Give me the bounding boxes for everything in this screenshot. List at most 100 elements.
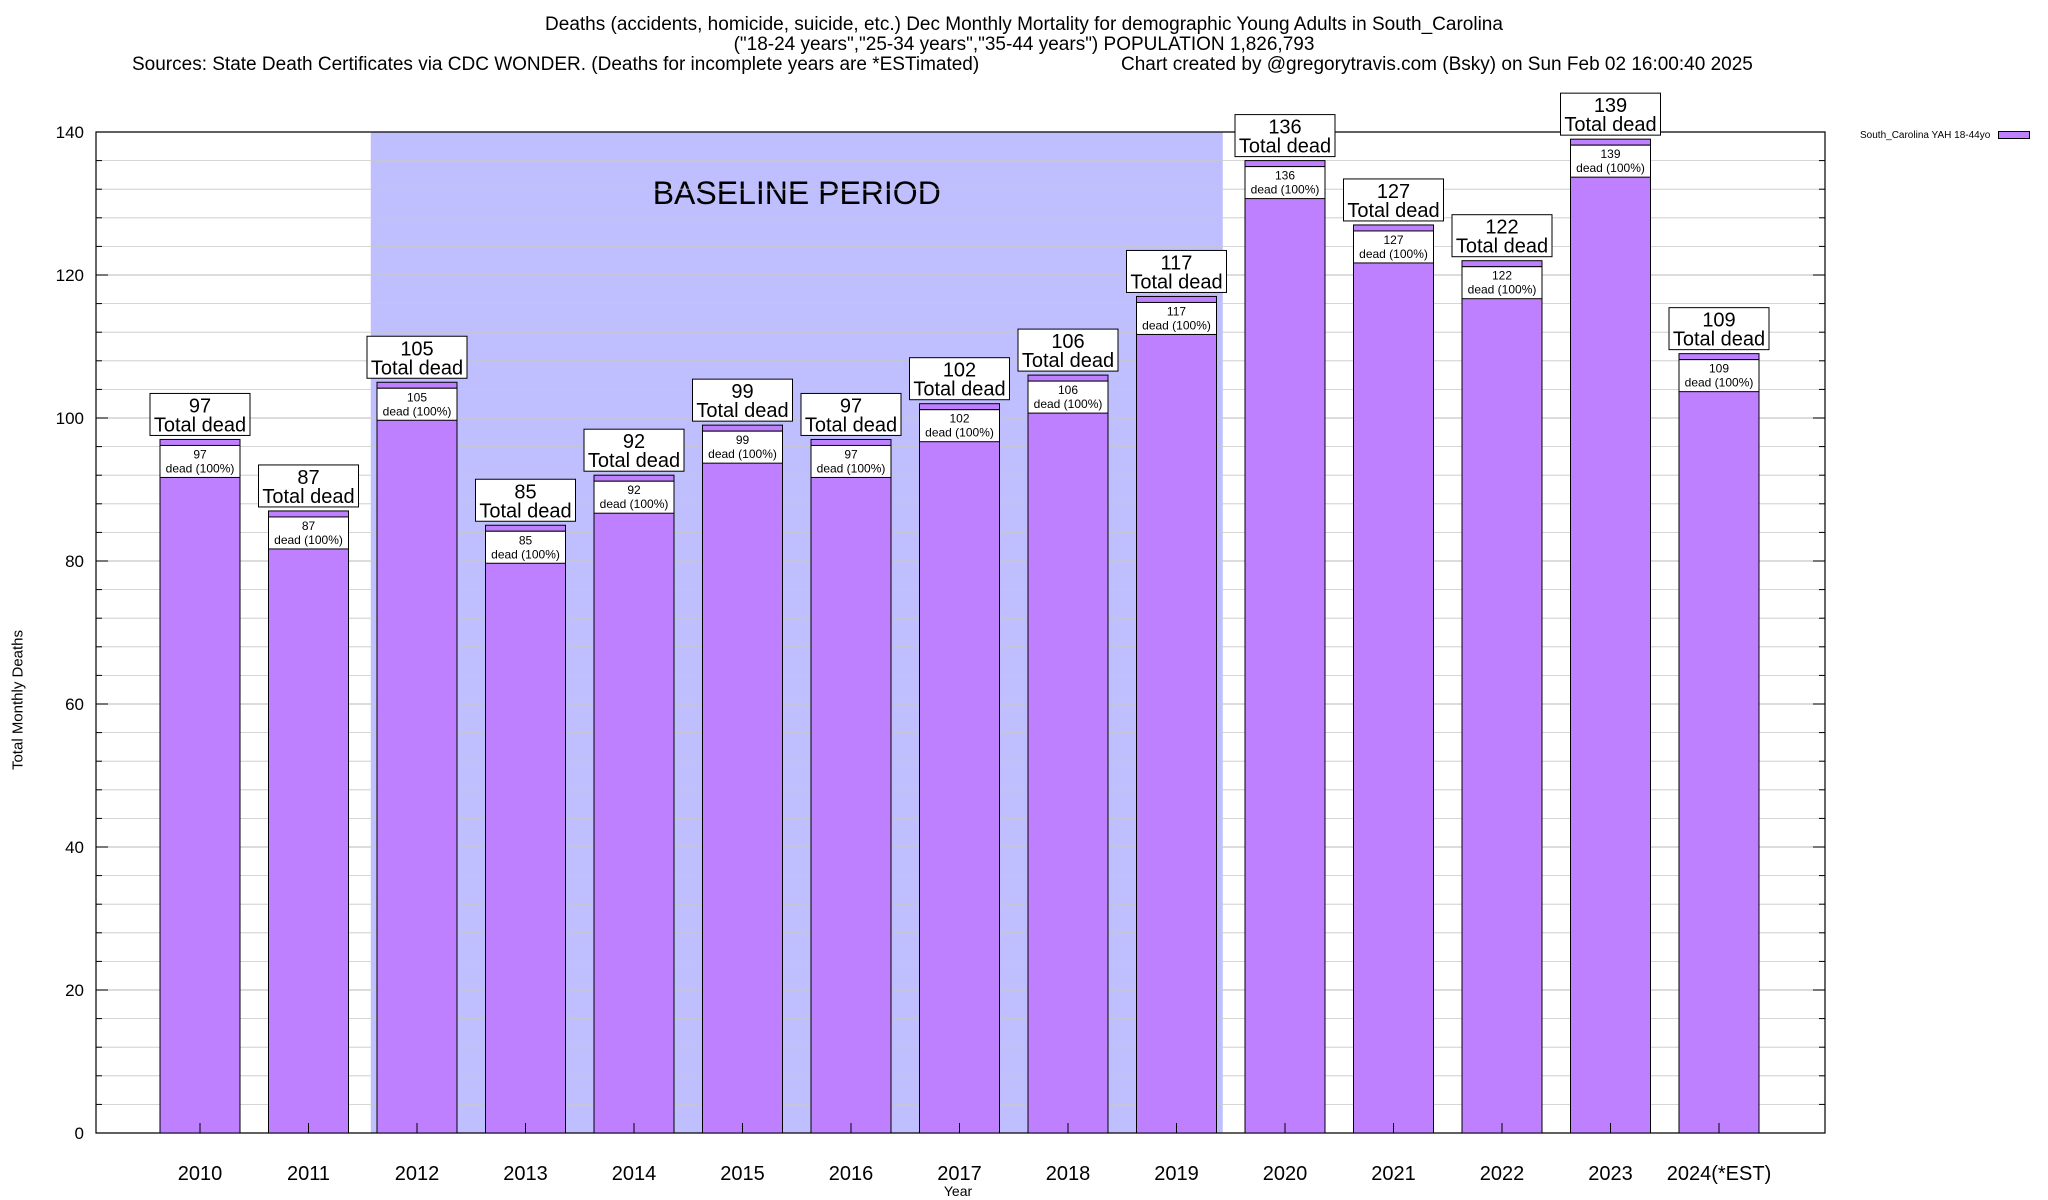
- bar-top-label-box: [1668, 307, 1770, 351]
- bar-inner-value: 117: [1167, 304, 1186, 318]
- legend-swatch: [1998, 131, 2031, 140]
- bar-top-label: Total dead: [1564, 114, 1656, 136]
- legend-label: South_Carolina YAH 18-44yo: [1860, 130, 1991, 141]
- bar-inner-value: 109: [1709, 362, 1729, 376]
- bar: [1461, 260, 1543, 1134]
- bar-top-label: Total dead: [913, 379, 1005, 401]
- bar-inner-label: dead (100%): [274, 533, 343, 547]
- bar-top-value: 136: [1268, 117, 1301, 139]
- bar: [1570, 138, 1651, 1134]
- chart-title: Deaths (accidents, homicide, suicide, et…: [545, 14, 1503, 35]
- bar: [1027, 374, 1109, 1134]
- y-tick-label: 60: [65, 695, 84, 714]
- bar: [376, 381, 458, 1134]
- x-tick-label: 2017: [937, 1163, 982, 1185]
- bar-inner-label: dead (100%): [383, 404, 452, 418]
- bar-inner-label: dead (100%): [1685, 376, 1754, 390]
- bar-top-label: Total dead: [1456, 236, 1548, 258]
- bar-inner-value: 139: [1600, 147, 1620, 161]
- x-tick-label: 2011: [287, 1163, 330, 1185]
- y-tick-label: 100: [56, 409, 84, 428]
- bar: [1678, 353, 1760, 1134]
- bar: [159, 438, 241, 1134]
- bar-inner-label-box: [1244, 166, 1326, 200]
- bar-top-value: 139: [1594, 95, 1627, 117]
- bar-inner-value: 99: [736, 433, 750, 447]
- bar-inner-label: dead (100%): [491, 547, 560, 561]
- bar-top-value: 85: [514, 481, 536, 503]
- bar-top-label: Total dead: [1130, 271, 1222, 293]
- bar-inner-label-box: [702, 430, 783, 464]
- bar-inner-label-box: [376, 387, 458, 421]
- bar-inner-value: 102: [949, 412, 969, 426]
- bar-top-value: 117: [1161, 252, 1193, 274]
- x-tick-label: 2013: [503, 1163, 548, 1185]
- x-tick-label: 2019: [1154, 1163, 1199, 1185]
- bar: [593, 474, 675, 1134]
- bar-inner-label-box: [1570, 144, 1651, 178]
- bar-top-label: Total dead: [696, 400, 788, 422]
- bar-inner-label-box: [485, 530, 566, 564]
- chart-subtitle: ("18-24 years","25-34 years","35-44 year…: [733, 34, 1315, 55]
- bar-top-label-box: [149, 392, 251, 436]
- bar-inner-label: dead (100%): [1576, 161, 1645, 175]
- sources-note: Sources: State Death Certificates via CD…: [132, 54, 980, 75]
- bar-inner-label: dead (100%): [1034, 397, 1103, 411]
- bar-inner-value: 97: [844, 447, 858, 461]
- bar-inner-label: dead (100%): [1359, 247, 1428, 261]
- bar-inner-label-box: [159, 444, 241, 478]
- bar-top-value: 122: [1485, 217, 1518, 239]
- bar-top-value: 102: [943, 360, 976, 382]
- bar-top-value: 97: [189, 395, 211, 417]
- x-tick-label: 2020: [1263, 1163, 1308, 1185]
- bar-top-value: 87: [297, 467, 319, 489]
- bar-top-label: Total dead: [1022, 350, 1114, 372]
- bar-inner-value: 127: [1383, 233, 1403, 247]
- bar-top-label-box: [1126, 249, 1227, 293]
- y-tick-label: 140: [56, 123, 84, 142]
- chart-credit: Chart created by @gregorytravis.com (Bsk…: [1121, 54, 1753, 75]
- bar-inner-label-box: [1136, 301, 1217, 335]
- bar-inner-label-box: [268, 516, 349, 550]
- bar: [268, 510, 349, 1134]
- x-tick-label: 2022: [1480, 1163, 1525, 1185]
- bar-top-label-box: [258, 464, 359, 508]
- x-tick-label: 2021: [1371, 1163, 1416, 1185]
- baseline-band-label: BASELINE PERIOD: [653, 175, 941, 211]
- bar-inner-label: dead (100%): [600, 497, 669, 511]
- x-tick-label: 2012: [395, 1163, 440, 1185]
- bar-top-value: 99: [731, 381, 753, 403]
- bar-top-label-box: [475, 478, 576, 522]
- bar-top-label: Total dead: [371, 357, 463, 379]
- bar-top-label-box: [909, 357, 1010, 401]
- y-axis-label: Total Monthly Deaths: [9, 629, 27, 771]
- bar-top-label: Total dead: [1239, 136, 1331, 158]
- y-tick-label: 20: [65, 981, 84, 1000]
- y-tick-label: 40: [65, 838, 84, 857]
- bar: [1244, 160, 1326, 1134]
- bar-inner-value: 85: [519, 533, 533, 547]
- bar-inner-label-box: [810, 444, 892, 478]
- bar-inner-value: 92: [627, 483, 641, 497]
- bar-inner-label: dead (100%): [925, 426, 994, 440]
- bar-inner-label-box: [1678, 359, 1760, 393]
- bar-inner-label-box: [919, 409, 1000, 443]
- y-tick-label: 80: [65, 552, 84, 571]
- bar-inner-label-box: [1353, 230, 1434, 264]
- bar-inner-label: dead (100%): [1251, 183, 1320, 197]
- bar-top-value: 106: [1051, 331, 1084, 353]
- bar-inner-label: dead (100%): [708, 447, 777, 461]
- bar-top-label-box: [800, 392, 902, 436]
- bar: [1353, 224, 1434, 1134]
- bar-inner-label: dead (100%): [817, 461, 886, 475]
- bar-top-value: 92: [623, 431, 645, 453]
- bar-top-label: Total dead: [154, 414, 246, 436]
- bar-top-label-box: [1451, 214, 1553, 258]
- bar-top-label-box: [366, 335, 468, 379]
- bar-top-label-box: [1234, 114, 1336, 158]
- bar-inner-label-box: [1027, 380, 1109, 414]
- bar: [1136, 295, 1217, 1134]
- bar-top-label-box: [1343, 178, 1444, 222]
